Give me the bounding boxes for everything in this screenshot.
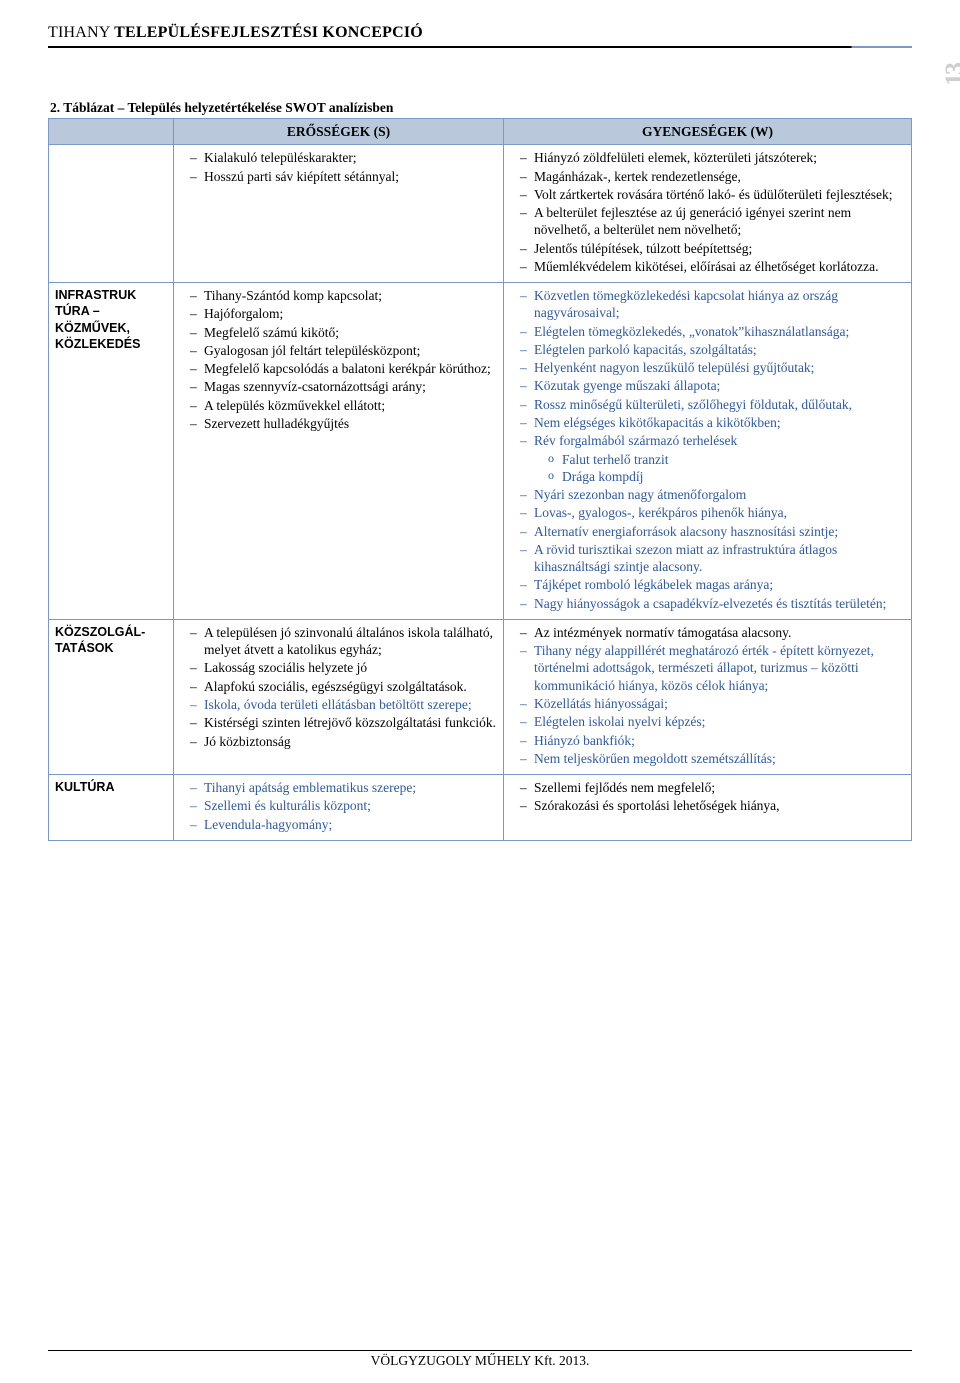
list-item: Szellemi fejlődés nem megfelelő; <box>520 779 905 796</box>
list-item: Rév forgalmából származó terhelésekFalut… <box>520 432 905 485</box>
list-item: Alternatív energiaforrások alacsony hasz… <box>520 523 905 540</box>
list-item: Közutak gyenge műszaki állapota; <box>520 377 905 394</box>
list-item: Helyenként nagyon leszűkülő települési g… <box>520 359 905 376</box>
list-item: Elégtelen tömegközlekedés, „vonatok”kiha… <box>520 323 905 340</box>
cell-weaknesses: Az intézmények normatív támogatása alacs… <box>504 619 912 774</box>
cell-strengths: A településen jó szinvonalú általános is… <box>174 619 504 774</box>
list-item: Hiányzó bankfiók; <box>520 732 905 749</box>
row-header: KULTÚRA <box>49 775 174 841</box>
list-item: Szellemi és kulturális központ; <box>190 797 497 814</box>
table-row: KÖZSZOLGÁL-TATÁSOK A településen jó szinv… <box>49 619 912 774</box>
list-item: Hiányzó zöldfelületi elemek, közterületi… <box>520 149 905 166</box>
header-suffix: TELEPÜLÉSFEJLESZTÉSI KONCEPCIÓ <box>114 24 423 41</box>
table-row: KULTÚRATihanyi apátság emblematikus szer… <box>49 775 912 841</box>
list-item: Tihanyi apátság emblematikus szerepe; <box>190 779 497 796</box>
list-item: Hajóforgalom; <box>190 305 497 322</box>
cell-weaknesses: Hiányzó zöldfelületi elemek, közterületi… <box>504 145 912 283</box>
list-item: Nem elégséges kikötőkapacitás a kikötőkb… <box>520 414 905 431</box>
sub-list-item: Falut terhelő tranzit <box>548 451 905 468</box>
swot-table: ERŐSSÉGEK (S) GYENGESÉGEK (W) Kialakuló … <box>48 118 912 841</box>
list-item: Hosszú parti sáv kiépített sétánnyal; <box>190 168 497 185</box>
bullet-list: Tihany-Szántód komp kapcsolat;Hajóforgal… <box>180 287 497 432</box>
list-item: Szórakozási és sportolási lehetőségek hi… <box>520 797 905 814</box>
list-item: A rövid turisztikai szezon miatt az infr… <box>520 541 905 576</box>
bullet-list: Kialakuló településkarakter; Hosszú parti… <box>180 149 497 185</box>
list-item: Elégtelen iskolai nyelvi képzés; <box>520 713 905 730</box>
list-item: Magánházak-, kertek rendezetlensége, <box>520 168 905 185</box>
list-item: Tihany-Szántód komp kapcsolat; <box>190 287 497 304</box>
list-item: Megfelelő kapcsolódás a balatoni kerékpá… <box>190 360 497 377</box>
list-item: Kistérségi szinten létrejövő közszolgált… <box>190 714 497 731</box>
list-item: Nyári szezonban nagy átmenőforgalom <box>520 486 905 503</box>
page-number: 13 <box>940 64 960 86</box>
list-item: Iskola, óvoda területi ellátásban betölt… <box>190 696 497 713</box>
list-item: Rossz minőségű külterületi, szőlőhegyi f… <box>520 396 905 413</box>
list-item: Az intézmények normatív támogatása alacs… <box>520 624 905 641</box>
table-header-row: ERŐSSÉGEK (S) GYENGESÉGEK (W) <box>49 119 912 145</box>
list-item: Levendula-hagyomány; <box>190 816 497 833</box>
table-row: Kialakuló településkarakter; Hosszú parti… <box>49 145 912 283</box>
table-corner <box>49 119 174 145</box>
list-item: Közellátás hiányosságai; <box>520 695 905 712</box>
list-item: Szervezett hulladékgyűjtés <box>190 415 497 432</box>
list-item: Nem teljeskörűen megoldott szemétszállít… <box>520 750 905 767</box>
list-item: Volt zártkertek rovására történő lakó- é… <box>520 186 905 203</box>
col-header-strengths: ERŐSSÉGEK (S) <box>174 119 504 145</box>
list-item: Műemlékvédelem kikötései, előírásai az é… <box>520 258 905 275</box>
bullet-list: Közvetlen tömegközlekedési kapcsolat hiá… <box>510 287 905 612</box>
list-item: Magas szennyvíz-csatornázottsági arány; <box>190 378 497 395</box>
col-header-weaknesses: GYENGESÉGEK (W) <box>504 119 912 145</box>
bullet-list: Szellemi fejlődés nem megfelelő;Szórakoz… <box>510 779 905 815</box>
cell-strengths: Tihanyi apátság emblematikus szerepe;Sze… <box>174 775 504 841</box>
row-header: INFRASTRUK TÚRA – KÖZMŰVEK, KÖZLEKEDÉS <box>49 283 174 620</box>
list-item: Alapfokú szociális, egészségügyi szolgál… <box>190 678 497 695</box>
bullet-list: Hiányzó zöldfelületi elemek, közterületi… <box>510 149 905 275</box>
document-header: TIHANY TELEPÜLÉSFEJLESZTÉSI KONCEPCIÓ <box>48 24 912 48</box>
list-item: Megfelelő számú kikötő; <box>190 324 497 341</box>
sub-list-item: Drága kompdíj <box>548 468 905 485</box>
list-item: Jelentős túlépítések, túlzott beépítetts… <box>520 240 905 257</box>
list-item: Lakosság szociális helyzete jó <box>190 659 497 676</box>
list-item: Kialakuló településkarakter; <box>190 149 497 166</box>
list-item: Gyalogosan jól feltárt településközpont; <box>190 342 497 359</box>
list-item: Lovas-, gyalogos-, kerékpáros pihenők hi… <box>520 504 905 521</box>
sub-list: Falut terhelő tranzitDrága kompdíj <box>548 451 905 486</box>
cell-weaknesses: Szellemi fejlődés nem megfelelő;Szórakoz… <box>504 775 912 841</box>
list-item: Elégtelen parkoló kapacitás, szolgáltatá… <box>520 341 905 358</box>
cell-weaknesses: Közvetlen tömegközlekedési kapcsolat hiá… <box>504 283 912 620</box>
bullet-list: A településen jó szinvonalú általános is… <box>180 624 497 750</box>
list-item: A belterület fejlesztése az új generáció… <box>520 204 905 239</box>
cell-strengths: Tihany-Szántód komp kapcsolat;Hajóforgal… <box>174 283 504 620</box>
header-prefix: TIHANY <box>48 24 110 41</box>
bullet-list: Az intézmények normatív támogatása alacs… <box>510 624 905 767</box>
list-item: Nagy hiányosságok a csapadékvíz-elvezeté… <box>520 595 905 612</box>
table-caption: 2. Táblázat – Település helyzetértékelés… <box>50 100 912 116</box>
list-item: Közvetlen tömegközlekedési kapcsolat hiá… <box>520 287 905 322</box>
bullet-list: Tihanyi apátság emblematikus szerepe;Sze… <box>180 779 497 833</box>
list-item: A település közművekkel ellátott; <box>190 397 497 414</box>
page-footer: VÖLGYZUGOLY MŰHELY Kft. 2013. <box>48 1350 912 1369</box>
list-item: Tájképet romboló légkábelek magas aránya… <box>520 576 905 593</box>
row-header: KÖZSZOLGÁL-TATÁSOK <box>49 619 174 774</box>
page: TIHANY TELEPÜLÉSFEJLESZTÉSI KONCEPCIÓ 13… <box>0 0 960 1383</box>
cell-strengths: Kialakuló településkarakter; Hosszú parti… <box>174 145 504 283</box>
list-item: Tihany négy alappillérét meghatározó ért… <box>520 642 905 694</box>
table-row: INFRASTRUK TÚRA – KÖZMŰVEK, KÖZLEKEDÉSTi… <box>49 283 912 620</box>
list-item: Jó közbiztonság <box>190 733 497 750</box>
header-title: TIHANY TELEPÜLÉSFEJLESZTÉSI KONCEPCIÓ <box>48 24 423 41</box>
list-item: A településen jó szinvonalú általános is… <box>190 624 497 659</box>
row-header <box>49 145 174 283</box>
